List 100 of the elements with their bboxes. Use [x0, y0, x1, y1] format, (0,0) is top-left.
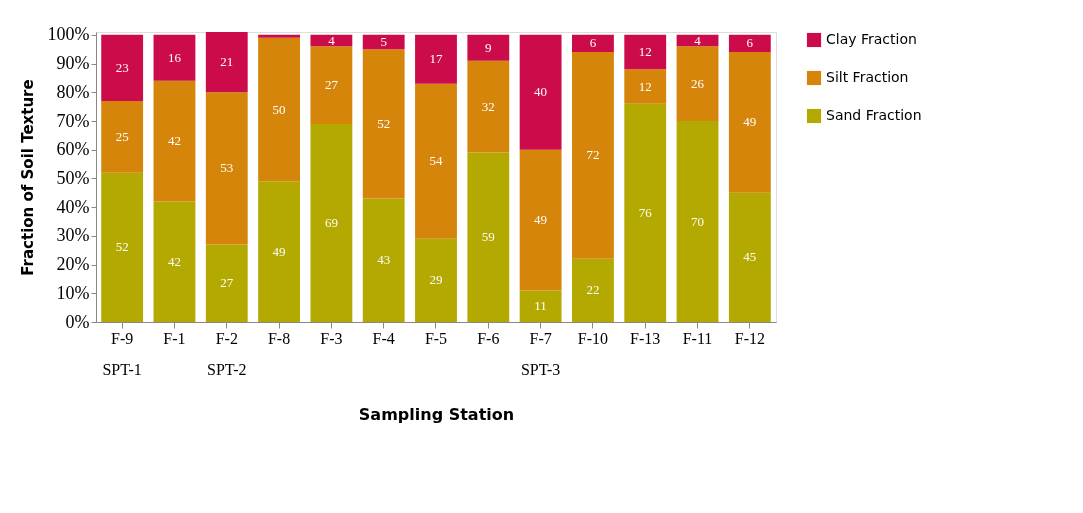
bar — [624, 34, 667, 70]
data-label: 76 — [638, 204, 653, 220]
text: SPT-2 — [207, 361, 247, 378]
x-tick-label: F-13 — [630, 329, 661, 347]
bar — [153, 201, 196, 322]
data-label: 4 — [694, 32, 702, 48]
x-tick-label: F-3 — [320, 329, 343, 347]
data-label: 16 — [167, 49, 182, 65]
data-label: 25 — [115, 128, 129, 144]
x-tick-label: F-9 — [111, 329, 134, 347]
data-label: 69 — [324, 214, 338, 230]
data-label: 12 — [638, 44, 652, 60]
y-tick-label: 70% — [56, 110, 90, 131]
y-axis-title: Fraction of Soil Texture — [18, 79, 37, 276]
bar — [519, 34, 562, 150]
data-label: 52 — [377, 115, 391, 131]
bar — [572, 52, 614, 259]
y-tick-label: 0% — [65, 311, 90, 332]
bar — [258, 37, 300, 182]
x-tick-label: F-11 — [682, 329, 713, 347]
bar — [258, 181, 300, 322]
x-tick-label: F-10 — [577, 329, 609, 347]
bar — [572, 258, 614, 322]
data-label: 54 — [429, 153, 443, 169]
bar — [415, 83, 457, 239]
bar — [362, 49, 405, 199]
bar — [415, 34, 457, 84]
bar — [258, 34, 300, 38]
bar — [362, 34, 405, 50]
bar — [572, 34, 614, 53]
data-label: 40 — [534, 84, 548, 100]
data-label: 27 — [324, 77, 339, 93]
bar — [467, 60, 510, 153]
data-label: 42 — [167, 253, 181, 269]
bar — [624, 103, 667, 322]
data-label: 70 — [691, 213, 705, 229]
bar — [728, 34, 771, 53]
data-label: 45 — [743, 249, 757, 265]
bar — [101, 34, 144, 101]
y-tick-label: 80% — [56, 81, 90, 102]
x-tick-label: F-1 — [163, 329, 186, 347]
legend-label: Silt Fraction — [826, 69, 909, 85]
data-label: 22 — [586, 282, 600, 298]
data-label: 49 — [743, 114, 757, 130]
data-label: 23 — [115, 59, 129, 75]
x-tick-label: F-6 — [477, 329, 500, 347]
bar — [676, 46, 719, 122]
y-tick-label: 60% — [56, 139, 90, 160]
data-label: 5 — [380, 34, 387, 50]
bar — [310, 34, 353, 47]
y-tick-label: 20% — [56, 254, 90, 275]
data-label: 59 — [481, 229, 495, 245]
y-tick-label: 90% — [56, 53, 90, 74]
data-label: 53 — [220, 160, 234, 176]
bar — [728, 192, 771, 322]
bar — [467, 152, 510, 322]
data-label: 21 — [220, 54, 234, 70]
data-label: 43 — [377, 252, 391, 268]
bar — [153, 34, 196, 81]
data-label: 42 — [167, 133, 181, 149]
bar — [205, 32, 248, 93]
x-tick-label: F-5 — [424, 329, 448, 347]
y-tick-label: 40% — [56, 196, 90, 217]
x-tick-label: F-7 — [529, 329, 552, 347]
data-label: 6 — [589, 35, 597, 51]
y-tick-label: 100% — [47, 24, 90, 45]
bar — [362, 198, 405, 322]
bar — [205, 244, 248, 322]
legend-label: Sand Fraction — [826, 107, 922, 123]
bar — [519, 290, 562, 322]
text: SPT-1 — [102, 361, 142, 378]
data-label: 17 — [429, 51, 443, 67]
data-label: 52 — [115, 239, 129, 255]
bar — [676, 121, 719, 322]
bar — [101, 100, 144, 173]
bar — [519, 149, 562, 291]
data-label: 6 — [746, 35, 754, 51]
data-label: 12 — [638, 78, 652, 94]
x-tick-label: F-4 — [372, 329, 395, 347]
bar — [101, 172, 144, 322]
data-label: 50 — [272, 101, 286, 117]
data-label: 27 — [220, 275, 234, 291]
y-tick-label: 30% — [56, 225, 90, 246]
bar — [624, 69, 667, 104]
x-axis-title: Sampling Station — [358, 404, 515, 424]
data-label: 49 — [272, 243, 286, 259]
bar — [467, 34, 510, 61]
data-label: 29 — [429, 272, 443, 288]
bar — [205, 92, 248, 245]
bar — [415, 238, 457, 322]
data-label: 26 — [691, 75, 705, 91]
legend-label: Clay Fraction — [826, 31, 917, 47]
data-label: 32 — [481, 98, 495, 114]
data-label: 11 — [534, 298, 547, 314]
data-label: 72 — [586, 147, 600, 163]
data-label: 4 — [328, 32, 336, 48]
data-label: 49 — [534, 212, 548, 228]
y-tick-label: 10% — [56, 282, 90, 303]
bar — [310, 46, 353, 124]
x-tick-label: F-2 — [215, 329, 238, 347]
